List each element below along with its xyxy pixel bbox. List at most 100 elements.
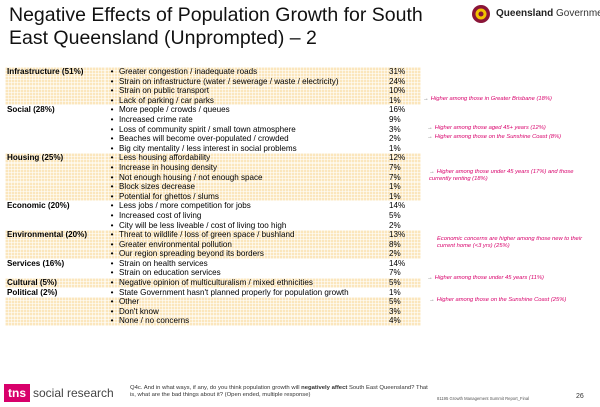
response-text: Strain on public transport — [117, 86, 387, 96]
response-text: Increased cost of living — [119, 210, 202, 220]
response-percent: 3% — [387, 306, 421, 317]
table-row: • Don't know 3% — [5, 306, 421, 317]
note-economic: Economic concerns are higher among those… — [437, 236, 583, 249]
responses-table: Infrastructure (51%) • Greater congestion … — [5, 67, 421, 327]
bullet-icon: • — [105, 278, 117, 288]
response-percent: 7% — [389, 268, 401, 278]
table-row: • Strain on education services 7% — [5, 268, 421, 278]
bullet-icon: • — [110, 124, 114, 134]
report-name: 81195 Growth Management Summit Report_Fi… — [437, 396, 530, 401]
response-text: Our region spreading beyond its borders — [117, 249, 387, 259]
note-pollution: → Higher among those under 45 years (11%) — [427, 275, 544, 281]
category-label — [5, 268, 105, 278]
response-percent: 10% — [387, 86, 421, 96]
response-percent: 9% — [389, 114, 401, 124]
category-label — [5, 115, 105, 125]
category-label: Cultural (5%) — [5, 278, 105, 288]
bullet-icon: • — [105, 162, 117, 173]
response-percent: 2% — [389, 220, 401, 230]
response-text: City will be less liveable / cost of liv… — [119, 220, 287, 230]
category-label — [5, 306, 105, 317]
logo-brand: Queensland — [496, 8, 554, 19]
response-percent: 1% — [387, 95, 421, 106]
response-percent: 7% — [387, 162, 421, 173]
category-label — [5, 162, 105, 173]
category-label — [5, 211, 105, 221]
response-percent: 14% — [389, 258, 406, 268]
category-label: Social (28%) — [7, 105, 55, 115]
arrow-icon: → — [427, 275, 433, 281]
response-text: Negative opinion of multiculturalism / m… — [117, 278, 387, 288]
bullet-icon: • — [110, 220, 114, 230]
arrow-icon: → — [427, 134, 433, 140]
response-text: Block sizes decrease — [117, 182, 387, 192]
table-row: • Potential for ghettos / slums 1% — [5, 191, 421, 202]
table-row: • Other 5% — [5, 297, 421, 307]
response-text: Potential for ghettos / slums — [117, 191, 387, 202]
table-row: Economic (20%) • Less jobs / more competit… — [5, 201, 421, 211]
response-percent: 5% — [389, 210, 401, 220]
response-text: Less housing affordability — [117, 153, 387, 163]
table-row: • Greater environmental pollution 8% — [5, 239, 421, 250]
bullet-icon: • — [110, 114, 114, 124]
note-crime: → Higher among those aged 45+ years (12%) — [427, 125, 546, 131]
response-percent: 1% — [389, 143, 401, 153]
response-percent: 16% — [389, 105, 406, 115]
response-text: Other — [117, 297, 387, 307]
page-title: Negative Effects of Population Growth fo… — [9, 4, 423, 49]
category-label — [5, 191, 105, 202]
table-row: • Big city mentality / less interest in s… — [5, 144, 421, 154]
category-label — [5, 297, 105, 307]
bullet-icon: • — [110, 210, 114, 220]
response-text: Increase in housing density — [117, 162, 387, 173]
bullet-icon: • — [105, 306, 117, 317]
category-label: Economic (20%) — [7, 201, 70, 211]
category-label — [5, 76, 105, 87]
category-label: Infrastructure (51%) — [5, 67, 105, 77]
category-label — [5, 144, 105, 154]
arrow-icon: → — [423, 96, 429, 102]
table-row: • Not enough housing / not enough space 7% — [5, 172, 421, 183]
response-percent: 13% — [387, 230, 421, 240]
response-text: Greater environmental pollution — [117, 239, 387, 250]
bullet-icon: • — [105, 239, 117, 250]
category-label — [5, 172, 105, 183]
bullet-icon: • — [105, 153, 117, 163]
category-label — [5, 249, 105, 259]
category-label — [5, 134, 105, 144]
arrow-icon: → — [429, 169, 435, 175]
category-label: Environmental (20%) — [5, 230, 105, 240]
table-row: Social (28%) • More people / crowds / queu… — [5, 105, 421, 115]
bullet-icon: • — [110, 287, 114, 297]
bullet-icon: • — [105, 182, 117, 192]
table-row: • None / no concerns 4% — [5, 316, 421, 327]
table-row: Services (16%) • Strain on health services… — [5, 259, 421, 269]
table-row: • Our region spreading beyond its borders… — [5, 249, 421, 259]
category-label — [5, 316, 105, 327]
bullet-icon: • — [110, 105, 114, 115]
response-text: Strain on infrastructure (water / sewera… — [117, 76, 387, 87]
response-percent: 4% — [387, 316, 421, 327]
category-label — [5, 221, 105, 231]
bullet-icon: • — [105, 67, 117, 77]
response-percent: 5% — [387, 278, 421, 288]
response-text: Strain on education services — [119, 268, 221, 278]
response-text: Greater congestion / inadequate roads — [117, 67, 387, 77]
table-row: • Increase in housing density 7% — [5, 162, 421, 173]
tns-words: social research — [33, 386, 114, 400]
table-row: Environmental (20%) • Threat to wildlife /… — [5, 230, 421, 240]
bullet-icon: • — [105, 95, 117, 106]
table-row: Cultural (5%) • Negative opinion of multic… — [5, 278, 421, 288]
response-percent: 2% — [387, 249, 421, 259]
response-text: More people / crowds / queues — [119, 105, 230, 115]
bullet-icon: • — [105, 76, 117, 87]
response-text: State Government hasn't planned properly… — [119, 287, 349, 297]
response-percent: 2% — [389, 134, 401, 144]
response-text: Big city mentality / less interest in so… — [119, 143, 297, 153]
category-label: Political (2%) — [7, 287, 58, 297]
category-label: Housing (25%) — [5, 153, 105, 163]
table-row: • Increased cost of living 5% — [5, 211, 421, 221]
table-row: • Strain on infrastructure (water / sewer… — [5, 76, 421, 87]
response-percent: 8% — [387, 239, 421, 250]
response-text: Beaches will become over-populated / cro… — [119, 134, 289, 144]
